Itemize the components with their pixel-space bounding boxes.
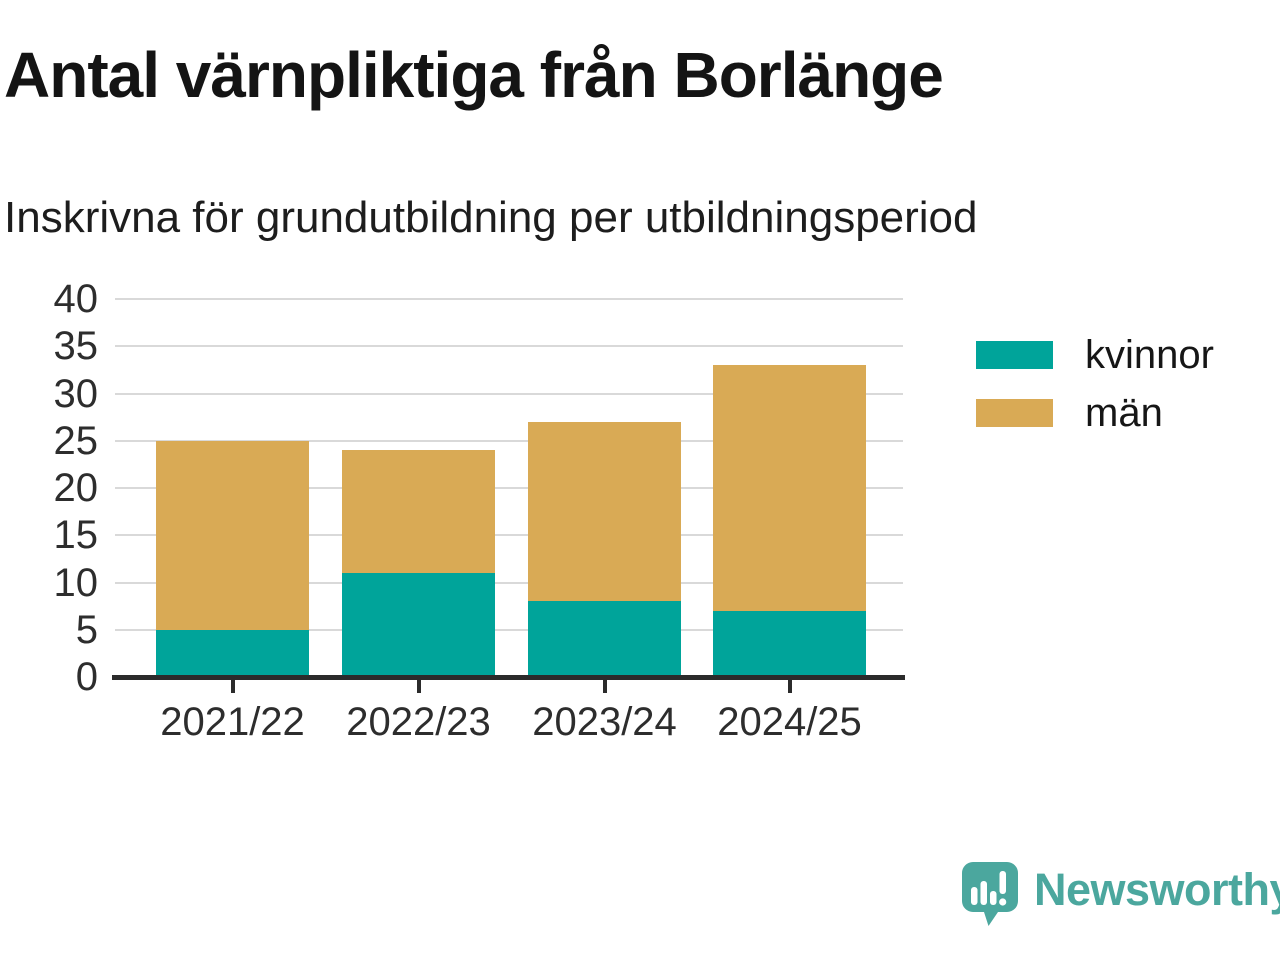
x-axis-tick: [416, 680, 421, 693]
x-axis-tick: [602, 680, 607, 693]
chart-subtitle: Inskrivna för grundutbildning per utbild…: [4, 193, 978, 242]
y-axis-tick-label: 10: [53, 560, 99, 605]
y-axis-tick-label: 20: [53, 466, 99, 510]
chart-title: Antal värnpliktiga från Borlänge: [4, 39, 944, 111]
y-axis-tick-label: 30: [53, 371, 99, 416]
gridline-y-5: [115, 628, 903, 631]
bar-2023/24-kvinnor: [528, 601, 681, 677]
x-axis-line: [112, 675, 905, 680]
x-axis-tick: [230, 680, 235, 693]
bar-2021/22-kvinnor: [156, 629, 309, 677]
gridline-y-10: [115, 581, 903, 584]
x-axis-category-label: 2022/23: [346, 700, 491, 744]
newsworthy-wordmark: Newsworthy: [1034, 863, 1280, 915]
bar-2021/22-män: [156, 440, 309, 630]
newsworthy-speech-bubble-chart-icon: [962, 862, 1018, 926]
x-axis-category-label: 2024/25: [717, 700, 862, 744]
y-axis-tick-label: 15: [53, 513, 99, 558]
y-axis-tick-label: 40: [53, 277, 99, 321]
gridline-y-25: [115, 439, 903, 442]
gridline-y-20: [115, 487, 903, 489]
y-axis-tick-label: 35: [53, 324, 99, 369]
gridline-y-30: [115, 392, 903, 395]
y-axis-tick-label: 0: [75, 655, 98, 699]
gridline-y-15: [115, 534, 903, 537]
y-axis-tick-label: 25: [53, 418, 99, 463]
legend-swatch-män: [976, 399, 1053, 427]
bar-2022/23-män: [342, 450, 495, 574]
x-axis-tick: [787, 680, 792, 693]
gridline-y-35: [115, 345, 903, 348]
legend-label-män: män: [1085, 391, 1163, 435]
legend-label-kvinnor: kvinnor: [1085, 333, 1214, 377]
x-axis-category-label: 2023/24: [532, 700, 677, 744]
bar-2022/23-kvinnor: [342, 573, 495, 677]
newsworthy-branding: Newsworthy: [960, 860, 1280, 930]
x-axis-category-label: 2021/22: [160, 700, 305, 744]
y-axis-tick-label: 5: [75, 607, 98, 652]
legend-swatch-kvinnor: [976, 341, 1053, 369]
bar-2024/25-män: [713, 365, 866, 611]
gridline-y-40: [115, 298, 903, 300]
bar-2024/25-kvinnor: [713, 610, 866, 677]
bar-2023/24-män: [528, 421, 681, 602]
